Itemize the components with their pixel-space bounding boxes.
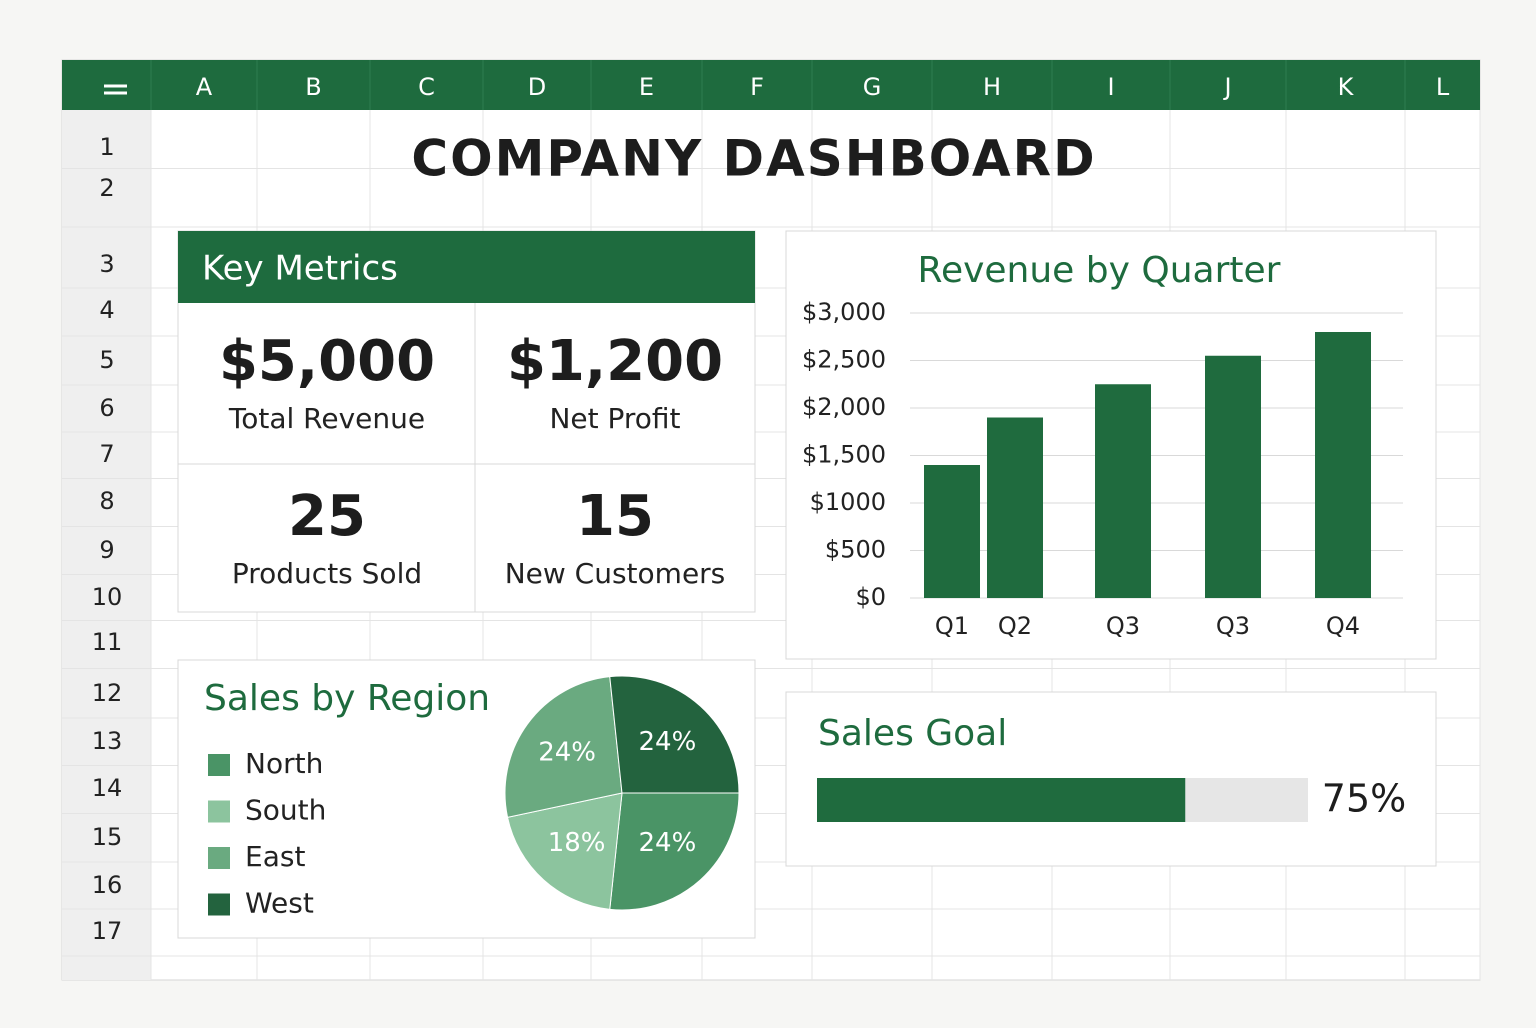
row-number: 17	[92, 917, 123, 945]
x-tick-label: Q1	[935, 612, 969, 640]
bar	[1095, 384, 1151, 598]
y-tick-label: $2,500	[802, 346, 886, 374]
row-header-bg	[62, 110, 151, 980]
slice-label: 24%	[639, 727, 697, 757]
panel-header	[178, 231, 755, 303]
column-letter: K	[1338, 73, 1355, 101]
x-tick-label: Q3	[1106, 612, 1140, 640]
row-number: 11	[92, 628, 123, 656]
column-letter: C	[418, 73, 435, 101]
metric-label: Products Sold	[232, 557, 422, 590]
row-number: 2	[99, 174, 114, 202]
chart-title: Sales Goal	[818, 713, 1007, 754]
metric-value: 15	[576, 484, 654, 549]
menu-icon	[104, 84, 127, 95]
metric-label: Total Revenue	[228, 402, 425, 435]
column-letter: L	[1436, 73, 1450, 101]
legend-label: West	[245, 887, 314, 920]
dashboard-title: COMPANY DASHBOARD	[411, 130, 1096, 188]
row-number: 6	[99, 394, 114, 422]
column-letter: H	[983, 73, 1001, 101]
y-tick-label: $500	[825, 536, 886, 564]
bar	[987, 417, 1043, 598]
chart-title: Revenue by Quarter	[918, 250, 1281, 291]
row-number: 15	[92, 823, 123, 851]
bar	[924, 465, 980, 598]
bar	[1205, 355, 1261, 598]
column-letter: E	[639, 73, 654, 101]
row-number: 16	[92, 871, 123, 899]
row-number: 9	[99, 536, 114, 564]
column-letter: I	[1107, 73, 1114, 101]
slice-label: 18%	[548, 828, 606, 858]
y-tick-label: $1,500	[802, 441, 886, 469]
panel-title: Key Metrics	[202, 249, 398, 289]
row-number: 1	[99, 133, 114, 161]
metric-label: Net Profit	[549, 402, 680, 435]
y-tick-label: $0	[855, 583, 886, 611]
pie-slice	[506, 792, 623, 910]
legend-label: South	[245, 794, 326, 827]
column-letter: A	[196, 73, 213, 101]
chart-title: Sales by Region	[204, 678, 490, 719]
slice-label: 24%	[538, 738, 596, 768]
row-number: 13	[92, 727, 123, 755]
column-letter: G	[863, 73, 882, 101]
legend-swatch	[208, 800, 230, 823]
metric-value: 25	[288, 484, 366, 549]
legend-swatch	[208, 893, 230, 916]
legend-label: North	[245, 747, 323, 780]
column-header-bg	[62, 60, 1480, 110]
x-tick-label: Q2	[998, 612, 1032, 640]
y-tick-label: $2,000	[802, 393, 886, 421]
slice-label: 24%	[639, 828, 697, 858]
progress-label: 75%	[1322, 777, 1406, 821]
bar	[1315, 332, 1371, 598]
legend-swatch	[208, 754, 230, 776]
row-number: 4	[99, 296, 114, 324]
y-tick-label: $1000	[810, 488, 886, 516]
metric-label: New Customers	[505, 557, 726, 590]
row-number: 3	[99, 250, 114, 278]
row-number: 12	[92, 679, 123, 707]
pie-slice	[609, 792, 740, 911]
legend-label: East	[245, 840, 305, 873]
row-number: 5	[99, 346, 114, 374]
column-letter: J	[1222, 73, 1231, 101]
row-number: 7	[99, 440, 114, 468]
pie-slice	[504, 676, 623, 818]
row-number: 10	[92, 583, 123, 611]
row-number: 14	[92, 774, 123, 802]
legend-swatch	[208, 847, 230, 869]
column-letter: B	[305, 73, 321, 101]
pie-slice	[609, 675, 740, 794]
row-number: 8	[99, 487, 114, 515]
column-letter: D	[528, 73, 546, 101]
progress-fill	[817, 778, 1186, 822]
metric-value: $5,000	[219, 329, 435, 394]
y-tick-label: $3,000	[802, 298, 886, 326]
x-tick-label: Q4	[1326, 612, 1360, 640]
x-tick-label: Q3	[1216, 612, 1250, 640]
column-letter: F	[750, 73, 764, 101]
metric-value: $1,200	[507, 329, 723, 394]
